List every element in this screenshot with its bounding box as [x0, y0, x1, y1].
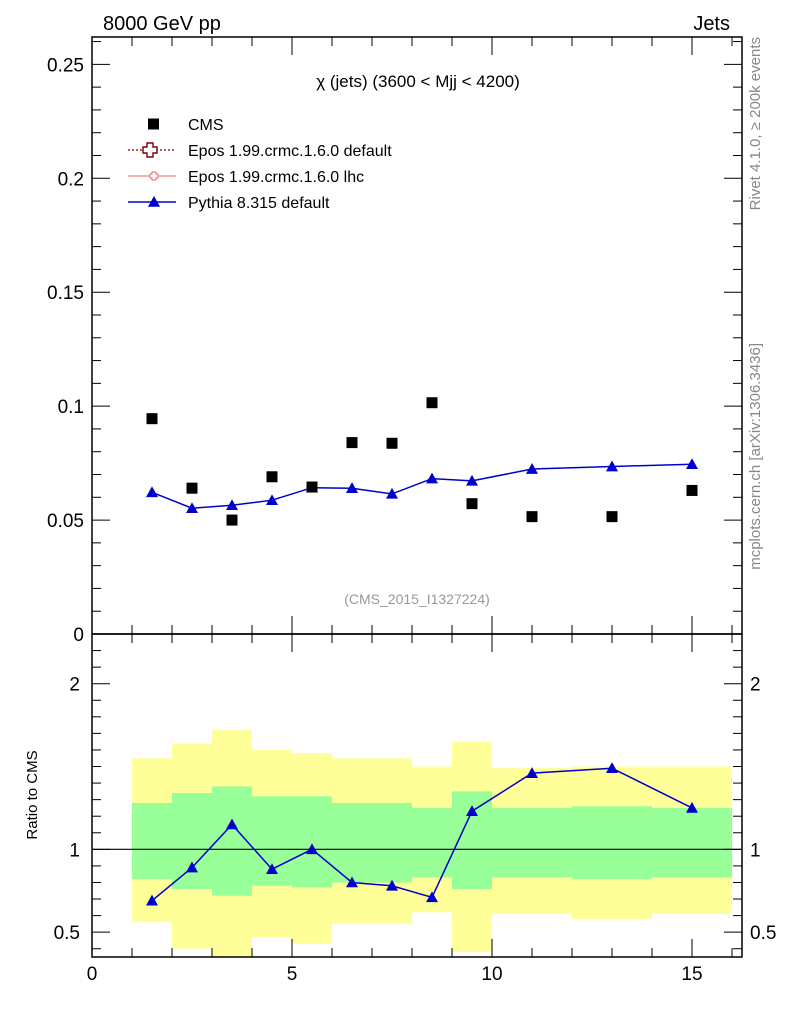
pythia-point [466, 474, 478, 486]
pythia-point [186, 502, 198, 514]
y-tick-label: 0.05 [47, 511, 84, 532]
ratio-y-tick-label: 0.5 [54, 923, 80, 944]
y-tick-label: 0.1 [58, 397, 84, 418]
y-tick-label: 0.2 [58, 169, 84, 190]
pythia-point [386, 487, 398, 499]
cms-point [466, 498, 478, 510]
mcplots-label: mcplots.cern.ch [arXiv:1306.3436] [747, 343, 764, 570]
pythia-ratio-point [146, 894, 158, 906]
rivet-version-label: Rivet 4.1.0, ≥ 200k events [747, 37, 764, 210]
ratio-green-band [332, 802, 412, 883]
ratio-green-band [652, 807, 732, 878]
pythia-ratio-point [226, 818, 238, 830]
cms-point [426, 397, 438, 409]
header-category-label: Jets [693, 13, 730, 35]
cms-point [686, 484, 698, 496]
pythia-point [146, 486, 158, 498]
ratio-green-band [212, 786, 252, 896]
cms-point [606, 511, 618, 523]
legend-pythia-marker [148, 196, 160, 207]
pythia-ratio-point [386, 879, 398, 891]
ratio-panel-data [92, 762, 742, 906]
ratio-y-tick-label-right: 2 [750, 675, 761, 696]
legend-epos-default-marker [142, 142, 158, 158]
pythia-point [426, 472, 438, 484]
ratio-green-band [492, 807, 572, 878]
ratio-uncertainty-bands [132, 730, 732, 957]
analysis-watermark: (CMS_2015_I1327224) [344, 591, 490, 607]
legend-label: Epos 1.99.crmc.1.6.0 lhc [188, 169, 364, 186]
ratio-y-axis-label: Ratio to CMS [24, 750, 41, 839]
cms-point [306, 481, 318, 493]
x-tick-label: 5 [287, 964, 298, 985]
ratio-green-band [172, 793, 212, 890]
pythia-ratio-line [151, 767, 693, 902]
pythia-point [226, 499, 238, 511]
ratio-y-tick-label: 2 [69, 675, 80, 696]
pythia-line [151, 463, 693, 509]
y-tick-label: 0.15 [47, 283, 84, 304]
pythia-ratio-point [426, 891, 438, 903]
ratio-y-tick-label-right: 1 [750, 840, 761, 861]
legend-label: CMS [188, 117, 224, 134]
cms-point [386, 437, 398, 449]
main-panel-axes: 0 0.05 0.1 0.15 0.2 0.25 [47, 37, 742, 646]
pythia-ratio-point [186, 861, 198, 873]
pythia-point [526, 463, 538, 474]
cms-point [346, 437, 358, 449]
plot-title: χ (jets) (3600 < Mjj < 4200) [316, 72, 520, 91]
x-tick-label: 15 [681, 964, 702, 985]
ratio-green-band [572, 806, 652, 880]
legend-label: Epos 1.99.crmc.1.6.0 default [188, 143, 392, 160]
ratio-green-band [412, 807, 452, 878]
ratio-green-band [132, 802, 172, 880]
ratio-y-tick-label: 1 [69, 840, 80, 861]
x-tick-label: 0 [87, 964, 98, 985]
pythia-ratio-point [466, 805, 478, 817]
ratio-panel-axes: 0.5 0.5 1 1 2 2 0 5 10 15 [54, 634, 776, 985]
y-tick-label: 0 [73, 625, 84, 646]
legend: CMS Epos 1.99.crmc.1.6.0 default Epos 1.99… [128, 117, 392, 212]
pythia-ratio-point [266, 863, 278, 875]
pythia-point [686, 458, 698, 470]
cms-point [526, 511, 538, 523]
cms-point [226, 514, 238, 526]
pythia-ratio-point [606, 762, 618, 773]
pythia-point [346, 482, 358, 493]
y-tick-label: 0.25 [47, 55, 84, 76]
pythia-point [266, 494, 278, 506]
legend-epos-lhc-marker [149, 171, 159, 181]
ratio-y-tick-label-right: 0.5 [750, 923, 776, 944]
pythia-point [606, 460, 618, 472]
pythia-ratio-point [526, 767, 538, 778]
cms-point [186, 482, 198, 494]
legend-cms-marker [148, 118, 159, 130]
header-collision-label: 8000 GeV pp [103, 13, 221, 35]
pythia-ratio-point [306, 843, 318, 855]
x-tick-label: 10 [481, 964, 502, 985]
ratio-panel-frame [91, 633, 743, 958]
cms-point [266, 471, 278, 483]
pythia-ratio-point [346, 876, 358, 888]
pythia-ratio-point [686, 801, 698, 813]
main-panel-data [146, 397, 698, 526]
legend-label: Pythia 8.315 default [188, 195, 330, 212]
ratio-green-band [292, 796, 332, 888]
cms-point [146, 413, 158, 425]
